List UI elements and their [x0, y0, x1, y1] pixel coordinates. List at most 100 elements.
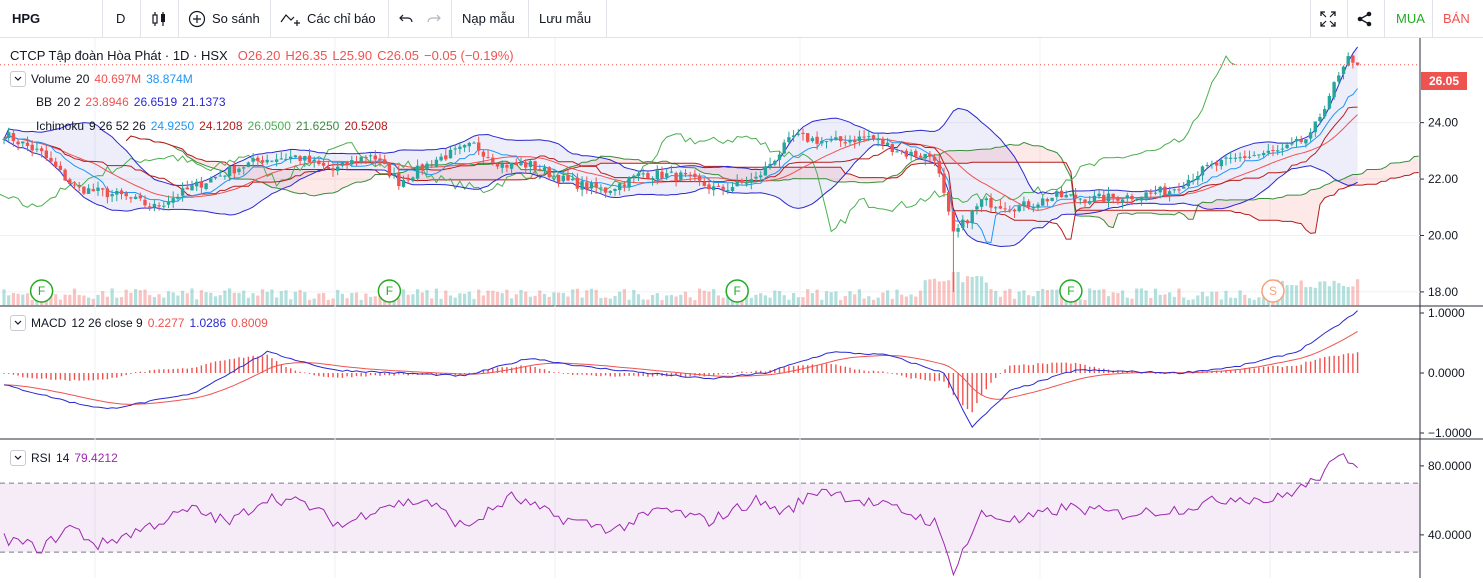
macd-histogram-bar [882, 371, 884, 373]
candle-body [1214, 162, 1219, 166]
macd-histogram-bar [543, 369, 546, 373]
candle-body [383, 159, 387, 165]
undo-button[interactable] [398, 0, 414, 37]
macd-histogram-bar [1324, 357, 1326, 373]
indicators-label: Các chỉ báo [307, 11, 376, 26]
candle-body [975, 206, 979, 210]
volume-bar [618, 291, 622, 306]
candle-body [1031, 206, 1035, 209]
candle-body [1233, 157, 1238, 159]
interval-button[interactable]: D [116, 11, 126, 26]
candle-body [594, 182, 598, 188]
candle-body [185, 187, 189, 190]
volume-bar [796, 297, 800, 306]
ichimoku-legend: Ichimoku 9 26 52 26 24.9250 24.1208 26.0… [36, 119, 393, 133]
candle-body [359, 157, 363, 162]
candle-body [1073, 194, 1078, 199]
candle-body [1238, 157, 1242, 159]
volume-bar [185, 293, 189, 306]
candle-body [1271, 149, 1275, 151]
candle-body [1210, 163, 1214, 165]
macd-line [3, 310, 1358, 428]
volume-bar [754, 294, 758, 306]
macd-histogram-bar [167, 369, 170, 373]
ichimoku-conversion: 24.9250 [150, 119, 195, 133]
candle-body [387, 163, 392, 177]
chart-canvas[interactable]: 24.00 22.00 20.00 18.00 F F F F S 1.0000 0.0000 −1.… [0, 38, 1483, 578]
compare-button[interactable]: So sánh [188, 0, 260, 37]
rsi-params: 14 [56, 451, 70, 465]
bb-name: BB [36, 95, 53, 109]
collapse-legend-button[interactable] [10, 71, 26, 87]
volume-bar [472, 298, 476, 306]
macd-histogram-bar [1220, 370, 1222, 373]
chart-style-button[interactable] [150, 0, 168, 37]
macd-histogram-bar [572, 373, 574, 375]
candle-body [274, 159, 279, 162]
volume-bar [557, 292, 561, 306]
fullscreen-button[interactable] [1319, 0, 1337, 37]
macd-histogram-bar [1037, 363, 1039, 373]
volume-bar [895, 289, 899, 306]
macd-histogram-bar [901, 373, 903, 376]
candle-body [885, 142, 890, 146]
macd-histogram-bar [87, 373, 90, 381]
candle-body [970, 210, 974, 223]
macd-histogram-bar [858, 369, 861, 373]
volume-bar [561, 293, 565, 306]
candle-body [190, 185, 194, 191]
save-template-button[interactable]: Lưu mẫu [539, 11, 592, 26]
macd-histogram-bar [717, 373, 720, 375]
buy-button[interactable]: MUA [1396, 11, 1425, 26]
volume-bar [1313, 287, 1317, 306]
collapse-legend-button[interactable] [10, 315, 26, 331]
volume-bar [439, 298, 443, 306]
share-button[interactable] [1356, 0, 1374, 37]
candle-body [754, 176, 758, 179]
macd-histogram-bar [1239, 370, 1241, 373]
candle-body [914, 150, 918, 157]
macd-histogram-bar [985, 373, 987, 390]
last-price-label: 26.05 [1421, 72, 1467, 90]
rsi-name: RSI [31, 451, 52, 465]
macd-histogram-bar [877, 371, 879, 373]
candle-body [157, 205, 161, 207]
collapse-legend-button[interactable] [10, 450, 26, 466]
symbol-search[interactable]: HPG [12, 11, 41, 26]
candle-body [979, 199, 984, 207]
candle-body [1346, 56, 1350, 66]
macd-histogram-bar [1159, 373, 1161, 374]
macd-histogram-bar [257, 356, 259, 373]
volume-bar [1083, 299, 1087, 306]
candle-body [58, 165, 63, 170]
candle-body [1177, 189, 1181, 191]
candle-body [1012, 209, 1017, 212]
macd-histogram-bar [1262, 366, 1265, 373]
price-axis-label: 18.00 [1428, 285, 1458, 299]
volume-bar [1121, 290, 1125, 306]
candle-body [458, 146, 462, 150]
volume-bar [980, 276, 984, 306]
volume-bar [289, 299, 293, 306]
chart-area[interactable]: 24.00 22.00 20.00 18.00 F F F F S 1.0000 0.0000 −1.… [0, 38, 1483, 578]
indicators-button[interactable]: Các chỉ báo [280, 0, 376, 37]
candle-body [890, 144, 894, 152]
volume-bar [698, 288, 702, 306]
volume-bar [533, 295, 537, 306]
candle-body [223, 175, 227, 177]
macd-histogram-bar [1309, 361, 1312, 373]
candle-body [1130, 195, 1134, 200]
candle-body [467, 142, 471, 147]
candle-body [1111, 193, 1115, 198]
load-template-button[interactable]: Nạp mẫu [462, 11, 515, 26]
candle-body [603, 187, 608, 193]
macd-axis-label: 0.0000 [1428, 366, 1465, 380]
macd-histogram-bar [1056, 362, 1058, 373]
candle-body [693, 173, 697, 178]
candle-body [683, 172, 688, 175]
toolbar-divider [270, 0, 271, 37]
redo-button[interactable] [426, 0, 442, 37]
volume-bar [1290, 285, 1294, 306]
sell-button[interactable]: BÁN [1443, 11, 1470, 26]
volume-bar [683, 291, 688, 306]
